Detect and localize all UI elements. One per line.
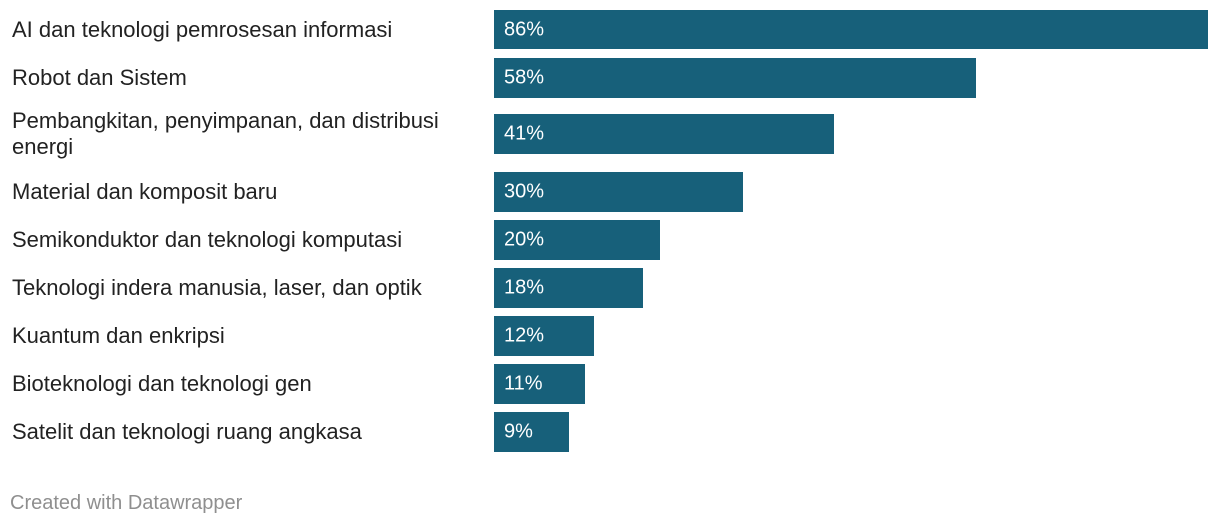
value-label: 20%: [504, 228, 545, 251]
bar: [494, 114, 835, 154]
category-label: AI dan teknologi pemrosesan informasi: [12, 16, 393, 42]
bar-row: Kuantum dan enkripsi 12%: [0, 316, 1220, 356]
category-label: Teknologi indera manusia, laser, dan opt…: [12, 275, 422, 300]
bar-row: Satelit dan teknologi ruang angkasa 9%: [0, 412, 1220, 452]
category-label: Bioteknologi dan teknologi gen: [12, 371, 312, 396]
value-label: 86%: [504, 18, 545, 40]
value-label: 12%: [504, 324, 545, 347]
bar: [494, 364, 586, 404]
value-label: 11%: [504, 372, 543, 395]
bar: [494, 412, 569, 452]
bar: [494, 58, 976, 98]
bar: [494, 316, 594, 356]
value-label: 41%: [504, 122, 545, 145]
bar-row: Robot dan Sistem 58%: [0, 58, 1220, 98]
value-label: 30%: [504, 180, 545, 203]
bar: [494, 220, 661, 260]
category-label: Satelit dan teknologi ruang angkasa: [12, 419, 362, 444]
category-label: Semikonduktor dan teknologi komputasi: [12, 227, 403, 252]
bar: [494, 172, 744, 212]
bar-row: Pembangkitan, penyimpanan, dan distribus…: [0, 108, 1220, 159]
bar-row: Semikonduktor dan teknologi komputasi 20%: [0, 220, 1220, 260]
value-label: 9%: [504, 420, 533, 443]
bar-row: Bioteknologi dan teknologi gen 11%: [0, 364, 1220, 404]
bar-row: AI dan teknologi pemrosesan informasi 86%: [0, 10, 1220, 49]
bar-row: Teknologi indera manusia, laser, dan opt…: [0, 268, 1220, 308]
category-label: Robot dan Sistem: [12, 65, 187, 90]
bar: [494, 10, 1208, 49]
category-label: Pembangkitan, penyimpanan, dan distribus…: [12, 108, 439, 159]
category-label: Kuantum dan enkripsi: [12, 323, 225, 348]
category-label: Material dan komposit baru: [12, 179, 278, 204]
value-label: 58%: [504, 66, 545, 89]
datawrapper-credit: Created with Datawrapper: [10, 492, 243, 514]
value-label: 18%: [504, 276, 545, 299]
bar: [494, 268, 644, 308]
bar-chart: AI dan teknologi pemrosesan informasi 86%…: [0, 10, 1220, 452]
bar-row: Material dan komposit baru 30%: [0, 172, 1220, 212]
